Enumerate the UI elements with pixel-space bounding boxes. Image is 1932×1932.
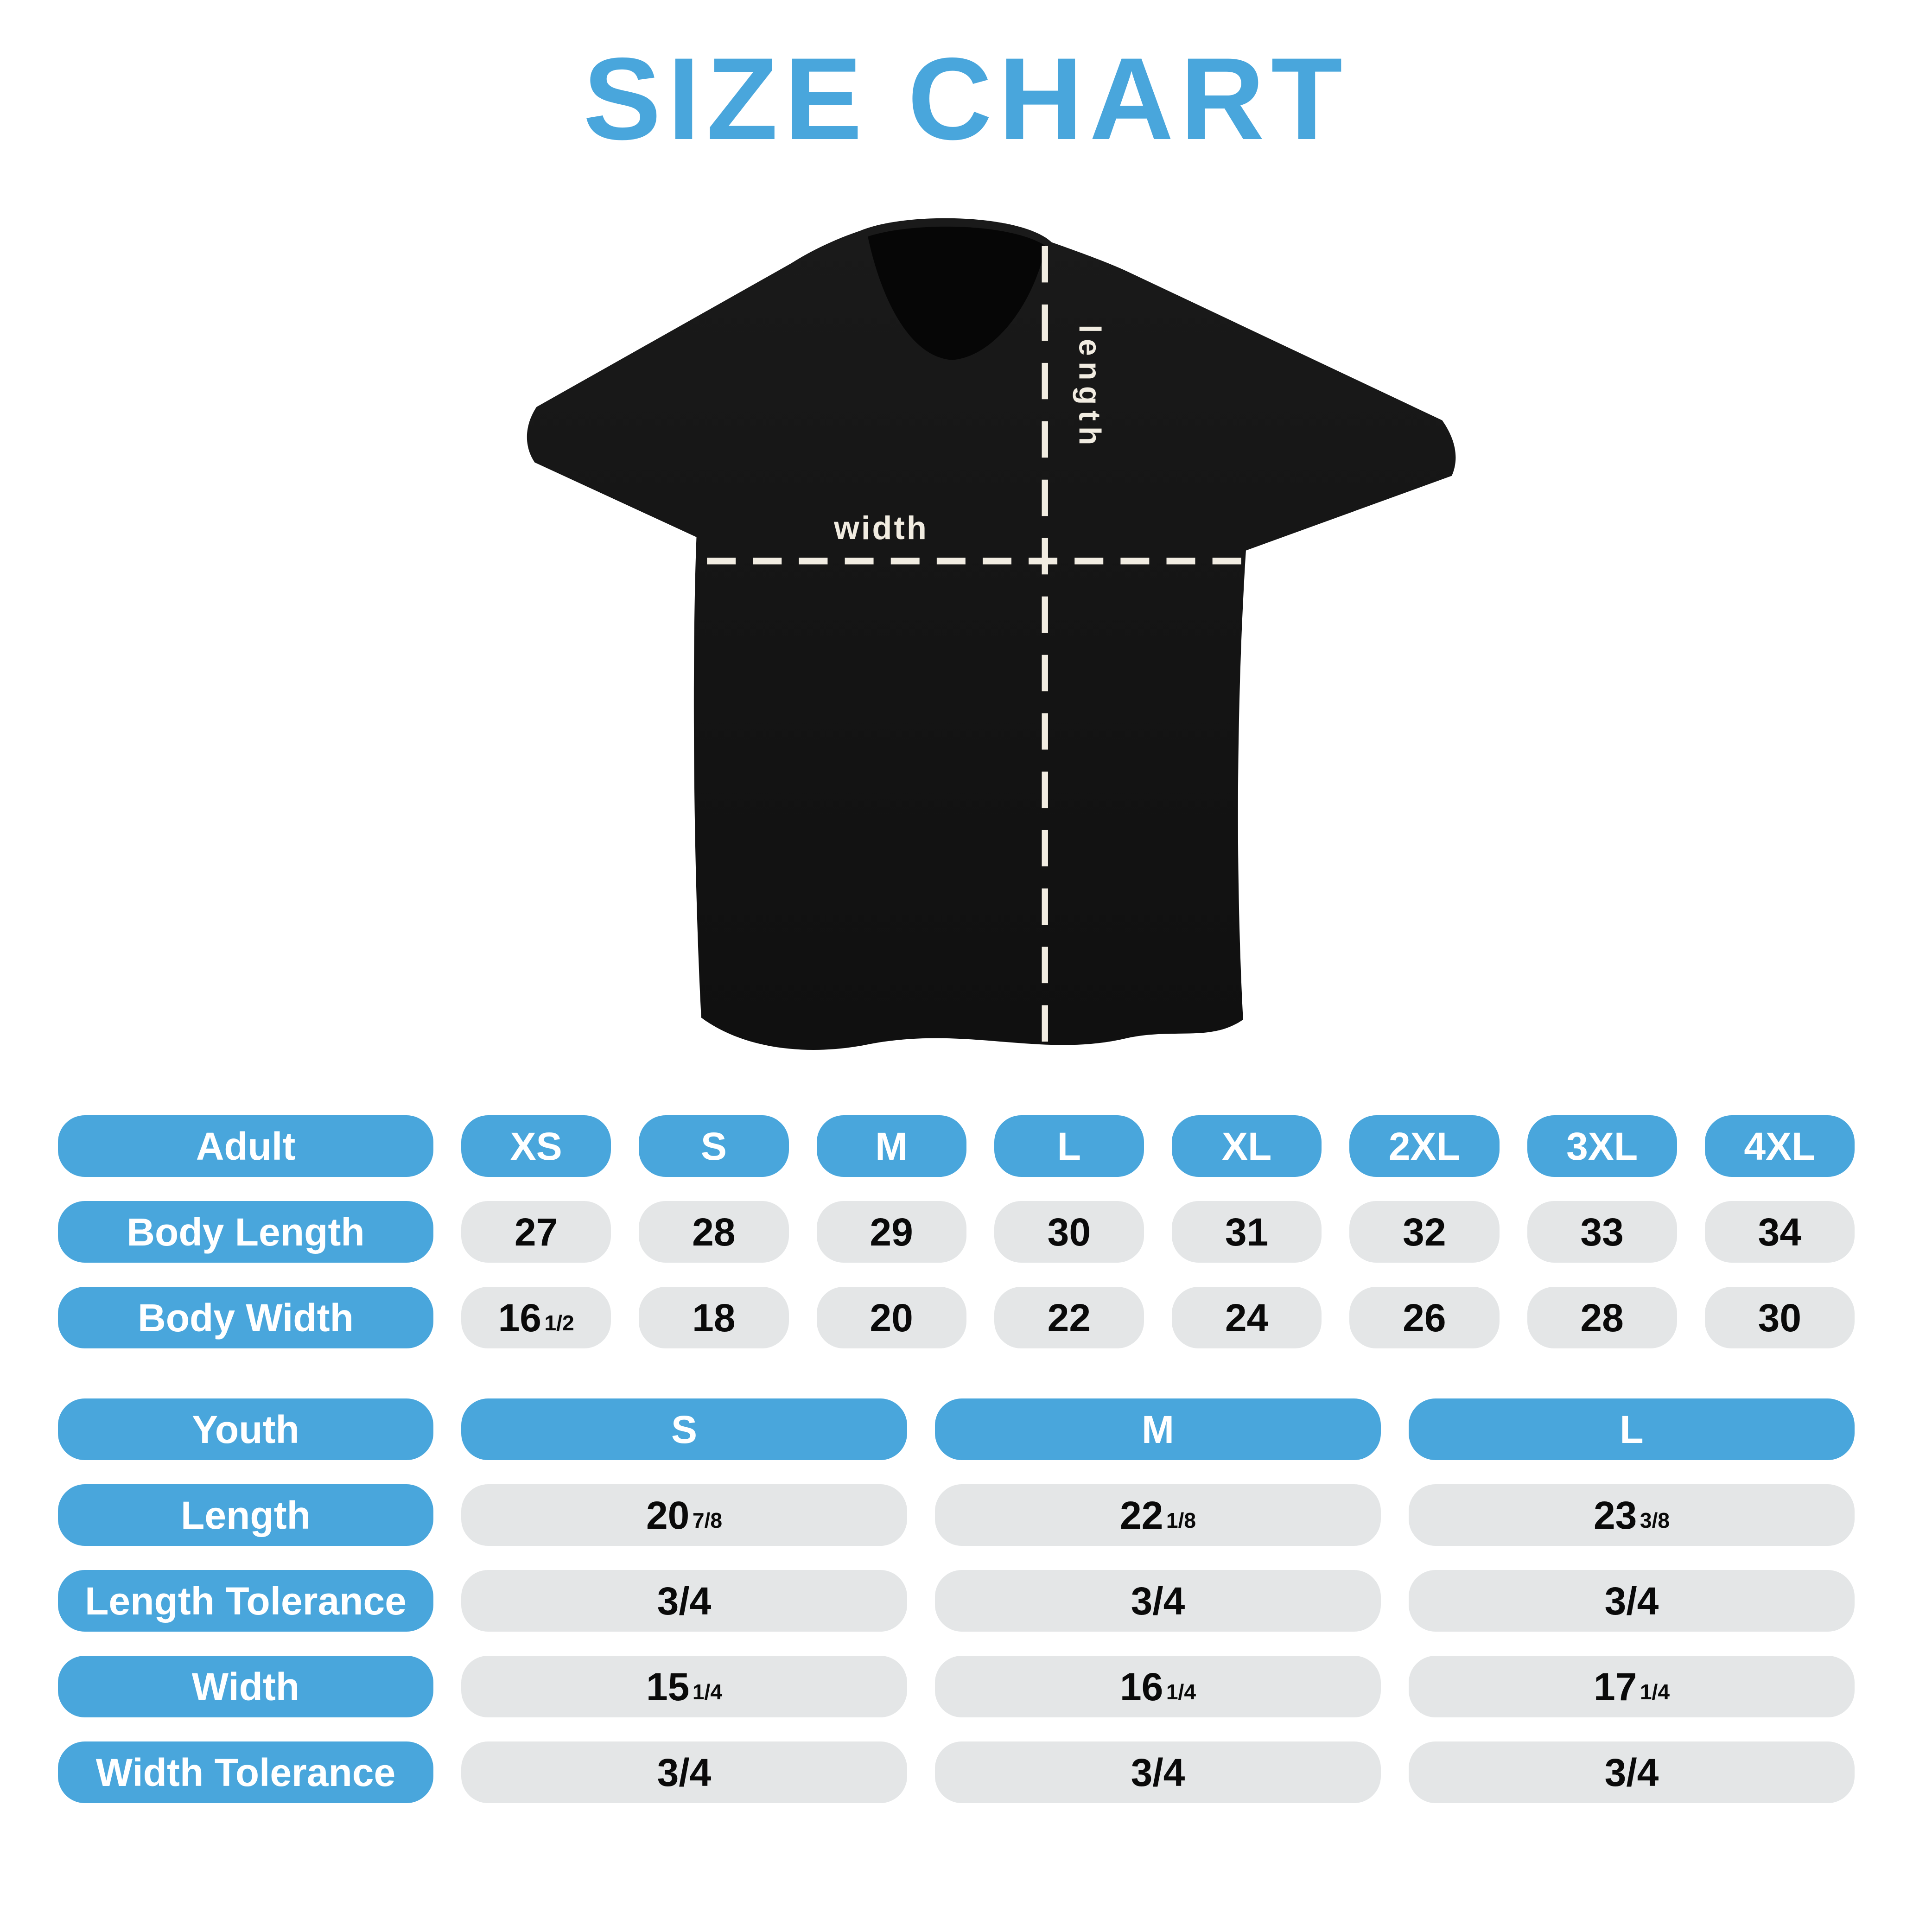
youth-value-cell: 3/4 (935, 1741, 1381, 1803)
value-main: 23 (1593, 1493, 1637, 1537)
youth-row-label: Length Tolerance (58, 1570, 433, 1632)
value-main: 16 (498, 1296, 541, 1340)
youth-size-header: L (1409, 1398, 1855, 1460)
value-fraction: 1/4 (692, 1679, 723, 1704)
value-main: 30 (1758, 1296, 1802, 1340)
adult-value-cell: 30 (1704, 1287, 1855, 1348)
adult-value-cell: 30 (994, 1201, 1144, 1263)
adult-size-header: XL (1172, 1115, 1322, 1177)
adult-value-cell: 26 (1349, 1287, 1500, 1348)
adult-row-label: Body Width (58, 1287, 433, 1348)
adult-value-cell: 28 (1527, 1287, 1677, 1348)
tshirt-collar (868, 226, 1046, 360)
youth-row-label: Length (58, 1484, 433, 1546)
adult-value-cell: 18 (639, 1287, 789, 1348)
youth-table: Youth S M L Length 20 7/8 22 1/8 23 3/8 Length Tole… (58, 1398, 1855, 1803)
adult-row-label: Body Length (58, 1201, 433, 1263)
value-main: 22 (1047, 1296, 1091, 1340)
value-main: 28 (1580, 1296, 1624, 1340)
tshirt-svg: width length (527, 218, 1456, 1059)
page-title: SIZE CHART (583, 34, 1349, 164)
adult-value-cell: 22 (994, 1287, 1144, 1348)
value-fraction: 7/8 (692, 1508, 723, 1532)
value-main: 3/4 (1604, 1750, 1659, 1794)
youth-value-cell: 16 1/4 (935, 1656, 1381, 1717)
length-label: length (1073, 324, 1107, 451)
value-main: 20 (870, 1296, 913, 1340)
youth-value-cell: 3/4 (461, 1741, 907, 1803)
value-main: 34 (1758, 1210, 1802, 1254)
value-fraction: 1/8 (1166, 1508, 1196, 1532)
adult-value-cell: 31 (1172, 1201, 1322, 1263)
size-tables: Adult XS S M L XL 2XL 3XL 4XL Body Length 27 28 29 30… (58, 1115, 1855, 1803)
youth-value-cell: 17 1/4 (1409, 1656, 1855, 1717)
value-fraction: 3/8 (1640, 1508, 1670, 1532)
value-main: 3/4 (657, 1579, 712, 1623)
youth-value-cell: 15 1/4 (461, 1656, 907, 1717)
youth-size-header: M (935, 1398, 1381, 1460)
adult-size-header: 4XL (1704, 1115, 1855, 1177)
tshirt-graphic: width length (501, 204, 1465, 1085)
adult-value-cell: 24 (1172, 1287, 1322, 1348)
value-main: 16 (1119, 1665, 1163, 1709)
width-label: width (833, 509, 928, 546)
adult-size-header: XS (461, 1115, 611, 1177)
value-main: 3/4 (657, 1750, 712, 1794)
value-main: 32 (1403, 1210, 1446, 1254)
tshirt-body (527, 218, 1456, 1050)
adult-size-header: 3XL (1527, 1115, 1677, 1177)
youth-size-header: S (461, 1398, 907, 1460)
value-main: 28 (692, 1210, 736, 1254)
adult-value-cell: 33 (1527, 1201, 1677, 1263)
value-main: 3/4 (1131, 1750, 1185, 1794)
adult-value-cell: 28 (639, 1201, 789, 1263)
value-main: 15 (646, 1665, 690, 1709)
youth-value-cell: 3/4 (1409, 1741, 1855, 1803)
youth-value-cell: 20 7/8 (461, 1484, 907, 1546)
value-fraction: 1/4 (1640, 1679, 1670, 1704)
value-main: 31 (1225, 1210, 1269, 1254)
adult-table: Adult XS S M L XL 2XL 3XL 4XL Body Length 27 28 29 30… (58, 1115, 1855, 1348)
adult-value-cell: 27 (461, 1201, 611, 1263)
value-main: 22 (1119, 1493, 1163, 1537)
adult-value-cell: 20 (816, 1287, 966, 1348)
value-main: 26 (1403, 1296, 1446, 1340)
adult-size-header: S (639, 1115, 789, 1177)
youth-value-cell: 3/4 (1409, 1570, 1855, 1632)
adult-size-header: L (994, 1115, 1144, 1177)
value-fraction: 1/2 (544, 1310, 574, 1335)
value-main: 18 (692, 1296, 736, 1340)
adult-size-header: M (816, 1115, 966, 1177)
adult-value-cell: 32 (1349, 1201, 1500, 1263)
value-main: 3/4 (1604, 1579, 1659, 1623)
value-main: 29 (870, 1210, 913, 1254)
value-main: 3/4 (1131, 1579, 1185, 1623)
adult-row-header: Adult (58, 1115, 433, 1177)
value-main: 20 (646, 1493, 690, 1537)
value-main: 17 (1593, 1665, 1637, 1709)
youth-row-label: Width Tolerance (58, 1741, 433, 1803)
youth-row-label: Width (58, 1656, 433, 1717)
youth-row-header: Youth (58, 1398, 433, 1460)
adult-value-cell: 16 1/2 (461, 1287, 611, 1348)
value-main: 33 (1580, 1210, 1624, 1254)
adult-value-cell: 34 (1704, 1201, 1855, 1263)
value-main: 27 (514, 1210, 558, 1254)
youth-value-cell: 3/4 (461, 1570, 907, 1632)
adult-size-header: 2XL (1349, 1115, 1500, 1177)
value-main: 30 (1047, 1210, 1091, 1254)
adult-value-cell: 29 (816, 1201, 966, 1263)
youth-value-cell: 22 1/8 (935, 1484, 1381, 1546)
value-fraction: 1/4 (1166, 1679, 1196, 1704)
value-main: 24 (1225, 1296, 1269, 1340)
youth-value-cell: 23 3/8 (1409, 1484, 1855, 1546)
youth-value-cell: 3/4 (935, 1570, 1381, 1632)
